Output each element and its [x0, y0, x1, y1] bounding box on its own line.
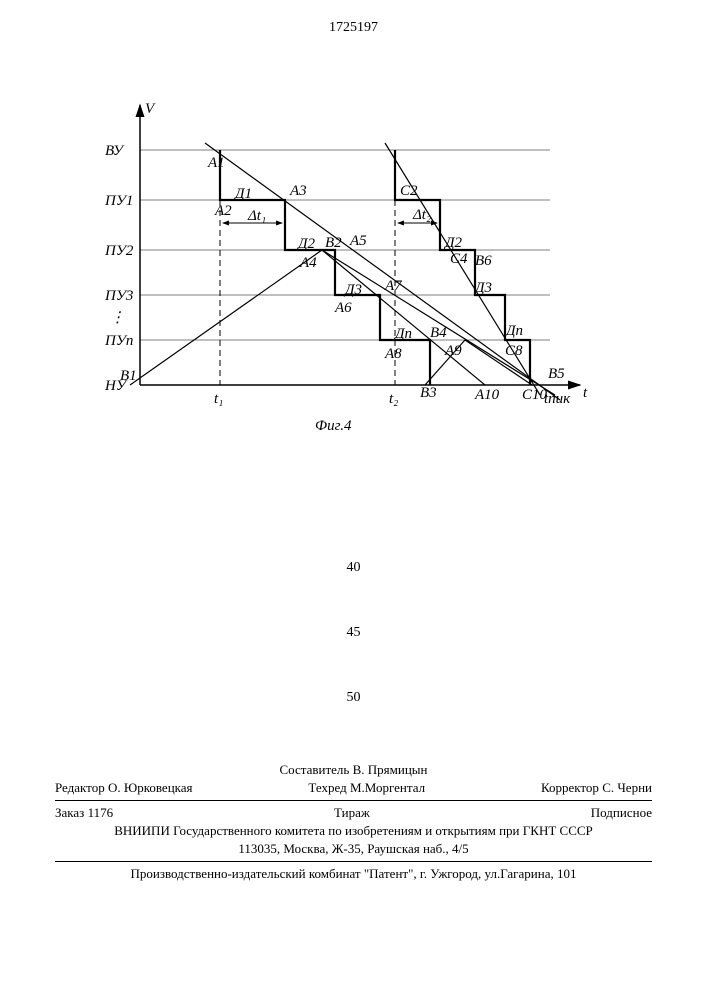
corrector-name: С. Черни [602, 780, 652, 795]
svg-text:В4: В4 [430, 325, 447, 341]
svg-text:Д1: Д1 [233, 186, 252, 202]
document-number: 1725197 [0, 20, 707, 36]
svg-text:С8: С8 [505, 343, 523, 359]
svg-text:В6: В6 [475, 253, 492, 269]
svg-text:ПУ3: ПУ3 [104, 288, 133, 304]
line-number-45: 45 [0, 625, 707, 641]
svg-text:ПУ2: ПУ2 [104, 243, 134, 259]
order-label: Заказ [55, 805, 84, 820]
svg-text:А6: А6 [334, 300, 352, 316]
svg-text:А3: А3 [289, 183, 307, 199]
editor-name: О. Юрковецкая [108, 780, 193, 795]
org-name: ВНИИПИ Государственного комитета по изоб… [55, 823, 652, 839]
svg-text:t: t [583, 385, 588, 401]
line-number-50: 50 [0, 690, 707, 706]
svg-text:Дп: Дп [393, 326, 412, 342]
svg-text:Фиг.4: Фиг.4 [315, 418, 352, 434]
svg-text:t₁: t₁ [214, 391, 223, 407]
svg-text:ПУn: ПУn [104, 333, 133, 349]
org-addr2: Производственно-издательский комбинат "П… [55, 866, 652, 882]
svg-text:Д3: Д3 [473, 280, 492, 296]
svg-text:Д2: Д2 [296, 236, 316, 252]
tirazh: Тираж [334, 805, 370, 821]
svg-text:Дп: Дп [504, 323, 523, 339]
svg-text:С4: С4 [450, 251, 468, 267]
svg-text:Δt₁: Δt₁ [247, 208, 266, 224]
signed: Подписное [591, 805, 652, 821]
tech-label: Техред [308, 780, 346, 795]
svg-text:В2: В2 [325, 235, 342, 251]
svg-text:А8: А8 [384, 346, 402, 362]
svg-text:ВУ: ВУ [105, 143, 125, 159]
svg-text:А5: А5 [349, 233, 367, 249]
svg-text:Δt₂: Δt₂ [412, 207, 431, 223]
svg-text:В3: В3 [420, 385, 437, 401]
svg-text:tпик: tпик [544, 391, 571, 407]
line-number-40: 40 [0, 560, 707, 576]
org-addr1: 113035, Москва, Ж-35, Раушская наб., 4/5 [55, 841, 652, 857]
svg-text:А2: А2 [214, 203, 232, 219]
compiler-name: В. Прямицын [353, 762, 428, 777]
svg-text:В5: В5 [548, 366, 565, 382]
svg-text:А10: А10 [474, 387, 500, 403]
compiler-label: Составитель [280, 762, 350, 777]
svg-text:А4: А4 [299, 255, 317, 271]
svg-text:⋮: ⋮ [110, 310, 125, 326]
svg-text:V: V [145, 101, 156, 117]
svg-text:С10: С10 [522, 387, 548, 403]
svg-text:А9: А9 [444, 343, 462, 359]
svg-text:С2: С2 [400, 183, 418, 199]
editor-label: Редактор [55, 780, 105, 795]
order-num: 1176 [88, 805, 114, 820]
svg-text:А1: А1 [207, 155, 225, 171]
corrector-label: Корректор [541, 780, 599, 795]
figure-4: VtВУПУ1ПУ2ПУ3ПУn⋮НУt₁t₂tпикΔt₁Δt₂А1Д1А2А… [80, 95, 600, 435]
svg-text:Д2: Д2 [443, 235, 463, 251]
svg-text:А7: А7 [384, 278, 403, 294]
svg-text:Д3: Д3 [343, 282, 362, 298]
tech-name: М.Моргентал [350, 780, 425, 795]
footer-block: Составитель В. Прямицын Редактор О. Юрко… [55, 760, 652, 884]
svg-text:t₂: t₂ [389, 391, 398, 407]
svg-text:В1: В1 [120, 368, 137, 384]
svg-text:ПУ1: ПУ1 [104, 193, 133, 209]
